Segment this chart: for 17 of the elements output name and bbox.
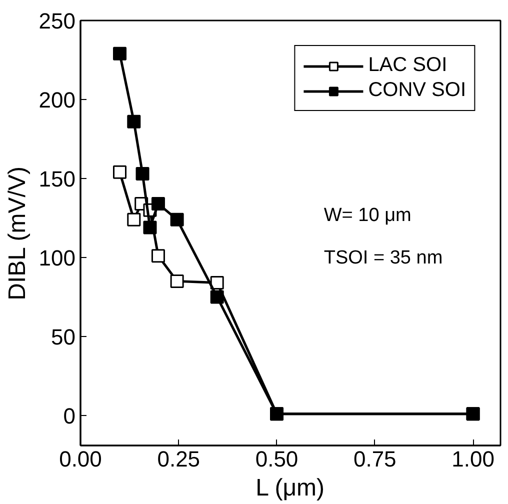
- x-axis-title: L (μm): [256, 474, 325, 502]
- y-axis-title: DIBL (mV/V): [4, 166, 31, 300]
- y-tick-label: 100: [38, 245, 76, 270]
- x-tick-label: 0.25: [157, 446, 200, 472]
- x-tick-label: 0.50: [255, 446, 298, 472]
- x-tick-label: 0.75: [353, 446, 396, 472]
- legend-label: LAC SOI: [368, 54, 448, 77]
- y-tick-label: 50: [51, 324, 76, 350]
- y-tick-label: 200: [38, 87, 76, 112]
- y-tick-label: 250: [38, 8, 76, 34]
- legend-label: CONV SOI: [368, 79, 466, 102]
- x-tick-label: 0.00: [59, 446, 102, 472]
- annotation: W= 10 μm: [324, 204, 412, 226]
- y-tick-label: 150: [38, 166, 76, 192]
- y-tick-label: 0: [63, 403, 76, 428]
- x-tick-label: 1.00: [452, 446, 494, 472]
- annotation: TSOI = 35 nm: [324, 248, 443, 269]
